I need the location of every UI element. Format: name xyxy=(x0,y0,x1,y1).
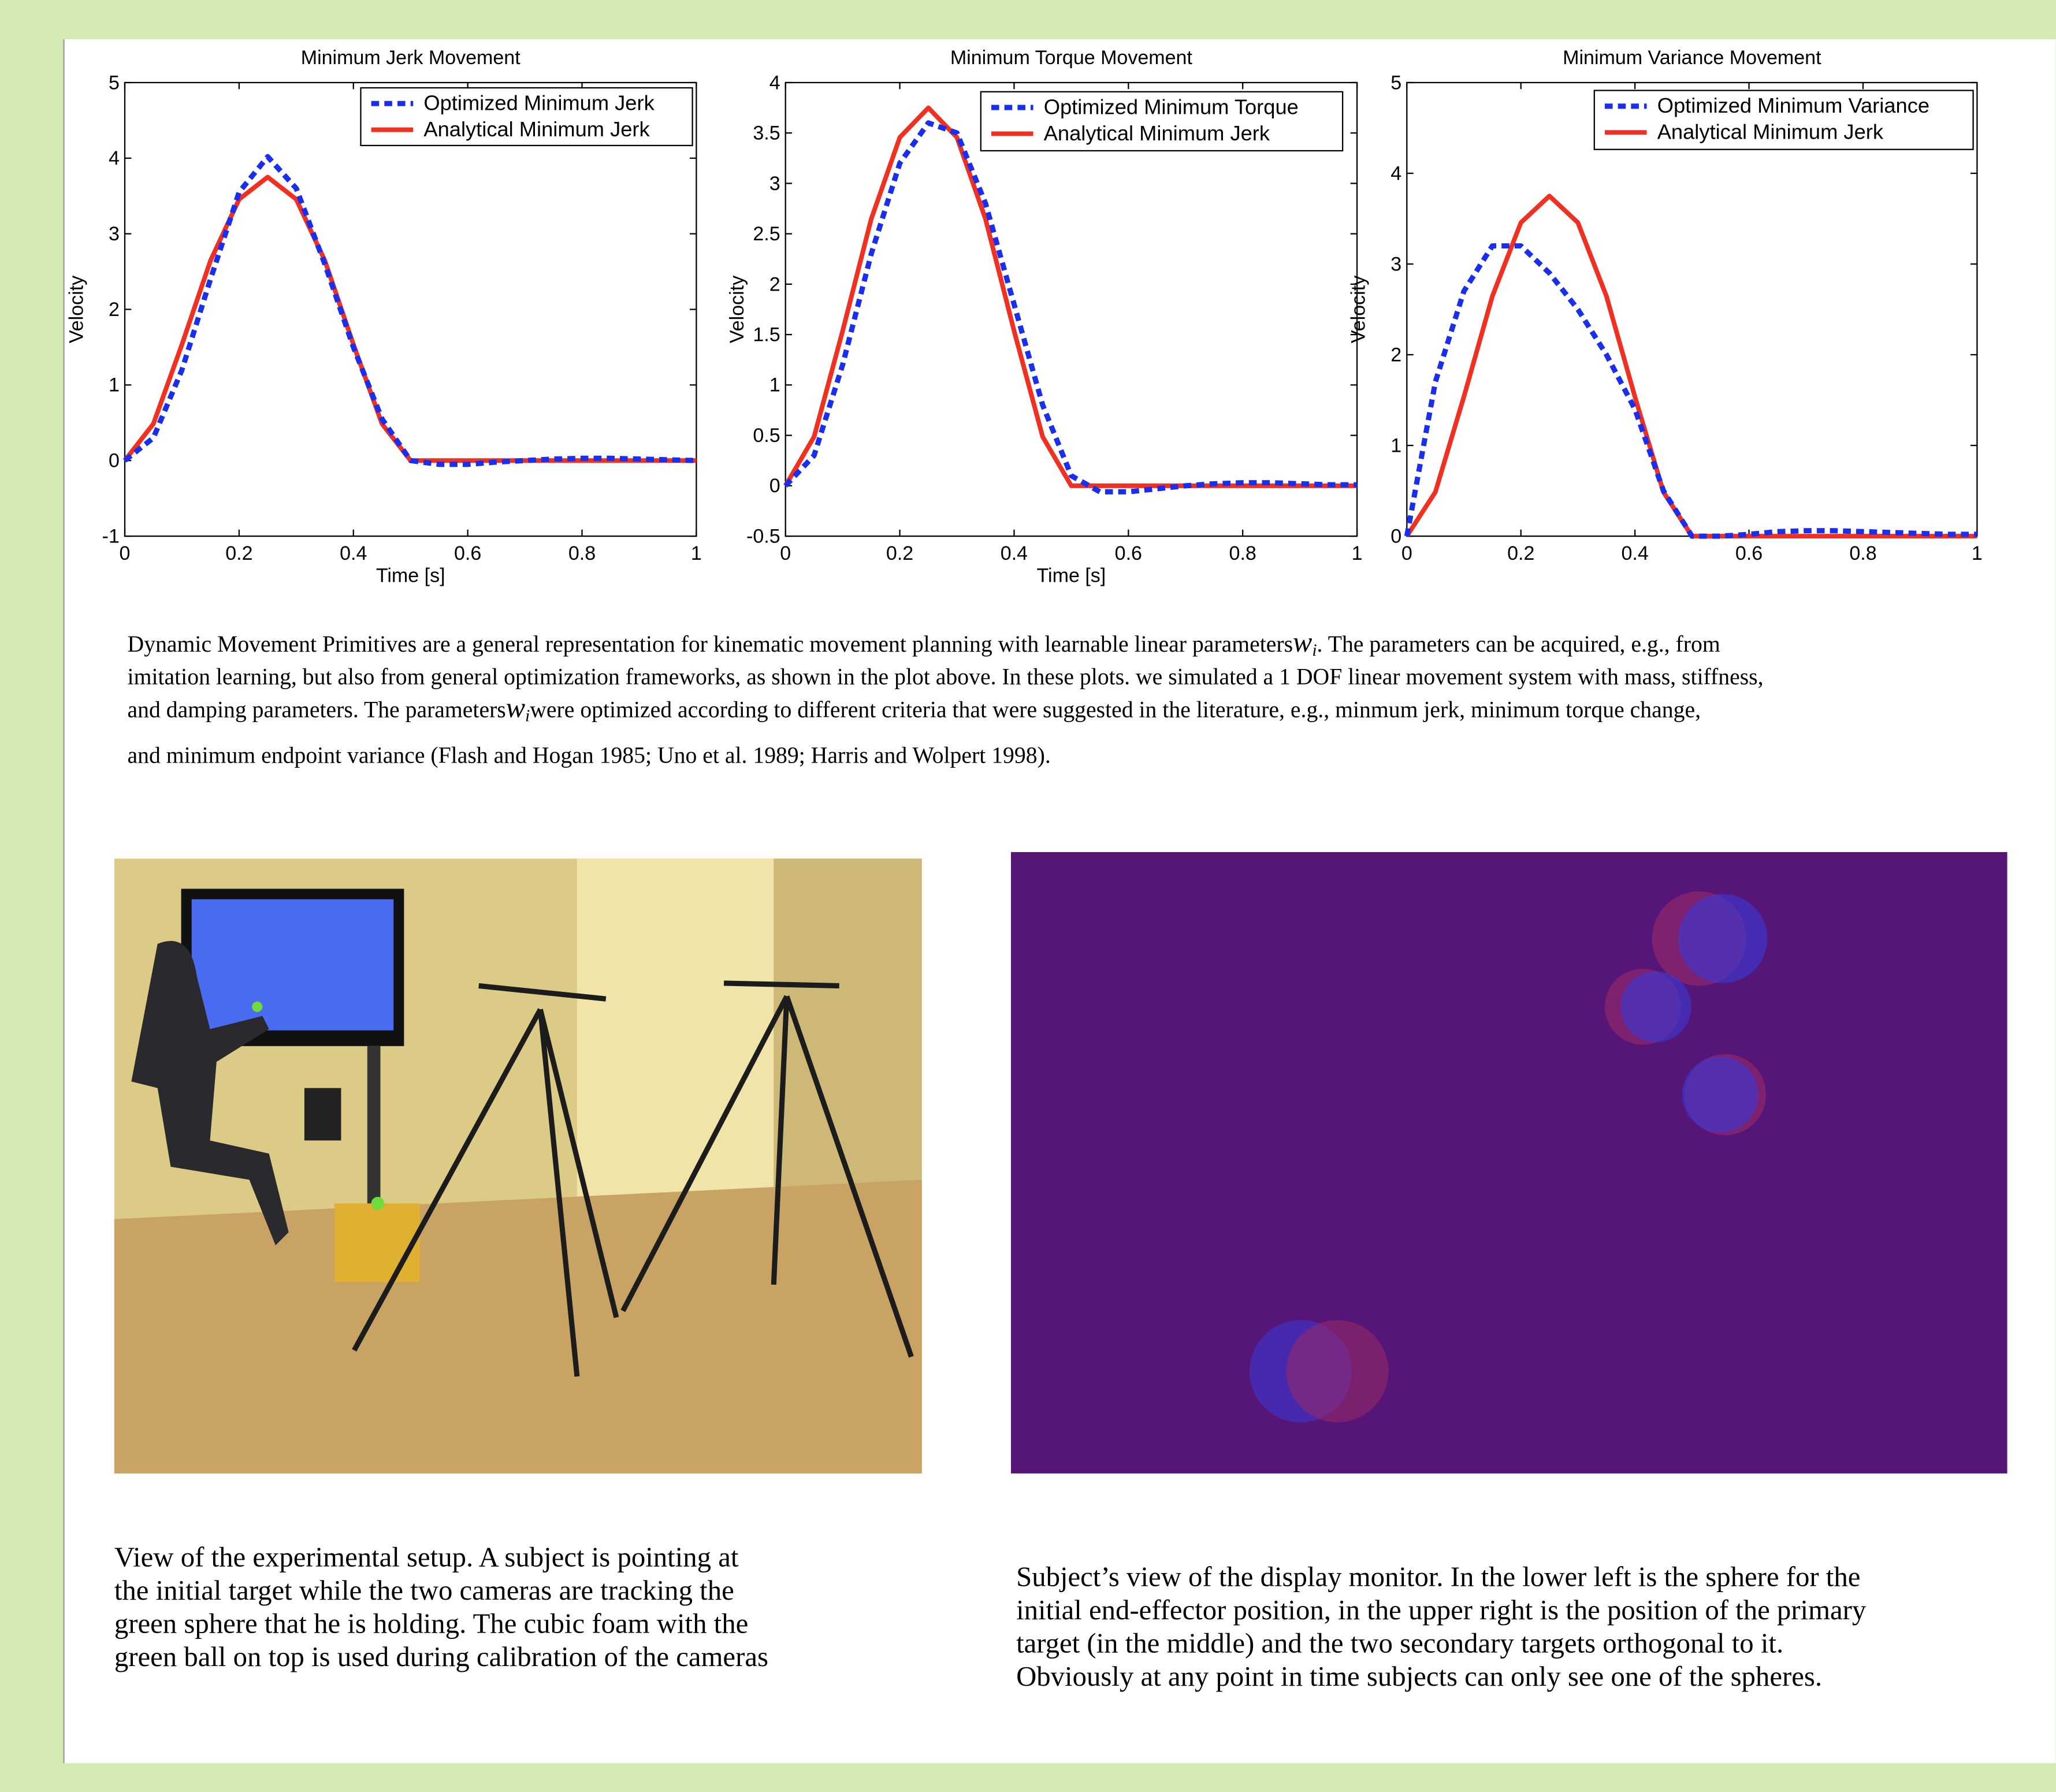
x-tick-label: 0.8 xyxy=(1849,542,1876,564)
x-tick-label: 1 xyxy=(1352,542,1363,564)
paragraph-text: and damping parameters. The parameters xyxy=(128,697,506,722)
x-tick-label: 0.8 xyxy=(1229,542,1256,564)
y-axis-label: Velocity xyxy=(1348,276,1370,343)
x-tick-label: 1 xyxy=(1972,542,1983,564)
x-tick-label: 0.6 xyxy=(1735,542,1763,564)
x-tick-label: 0.2 xyxy=(1507,542,1534,564)
x-tick-label: 0 xyxy=(120,542,131,564)
legend-label: Optimized Minimum Jerk xyxy=(423,91,655,115)
caption-line: the initial target while the two cameras… xyxy=(114,1575,734,1606)
y-tick-label: 2 xyxy=(1391,344,1401,366)
y-tick-label: 2 xyxy=(109,299,120,321)
chart: 0 1 2 3 4 5 0 0.2 0.4 0.6 0.8 1 Minimum Variance Mov… xyxy=(1348,47,1983,564)
y-tick-label: 1 xyxy=(1391,434,1401,456)
caption-line: Subject’s view of the display monitor. I… xyxy=(1016,1562,1860,1593)
x-tick-label: 0.2 xyxy=(886,542,913,564)
y-tick-label: 4 xyxy=(769,72,780,94)
caption-line: green sphere that he is holding. The cub… xyxy=(114,1608,748,1639)
x-tick-label: 0.4 xyxy=(1001,542,1028,564)
paragraph-text: and minimum endpoint variance (Flash and… xyxy=(128,743,1051,768)
legend-label: Analytical Minimum Jerk xyxy=(1657,120,1884,144)
y-tick-label: 2 xyxy=(769,273,780,295)
x-tick-label: 0.4 xyxy=(340,542,367,564)
photo-setup xyxy=(114,858,922,1473)
y-tick-label: 3 xyxy=(1391,253,1401,275)
chart-title: Minimum Torque Movement xyxy=(950,47,1193,69)
y-tick-label: 0 xyxy=(1391,525,1401,547)
y-tick-label: 4 xyxy=(1391,162,1401,184)
y-tick-label: 4 xyxy=(109,147,120,169)
y-tick-label: 3.5 xyxy=(753,122,780,144)
legend-label: Analytical Minimum Jerk xyxy=(1044,121,1270,145)
x-tick-label: 0.6 xyxy=(454,542,481,564)
x-tick-label: 0.2 xyxy=(225,542,252,564)
x-tick-label: 1 xyxy=(691,542,702,564)
x-tick-label: 0 xyxy=(1401,542,1412,564)
y-axis-label: Velocity xyxy=(65,276,87,343)
y-tick-label: 1 xyxy=(109,374,120,396)
poster: -101234500.20.40.60.81Minimum Jerk Movem… xyxy=(0,0,2056,1792)
paragraph-text: Dynamic Movement Primitives are a genera… xyxy=(128,631,1293,657)
caption-line: Obviously at any point in time subjects … xyxy=(1016,1661,1822,1692)
caption-line: target (in the middle) and the two secon… xyxy=(1016,1628,1783,1659)
x-axis-label: Time [s] xyxy=(1037,565,1106,587)
y-tick-label: 0 xyxy=(109,450,120,472)
paragraph-text: i xyxy=(1312,641,1317,660)
photo-display xyxy=(1011,852,2007,1474)
paragraph-text: imitation learning, but also from genera… xyxy=(128,664,1764,690)
paragraph-text: . The parameters can be acquired, e.g., … xyxy=(1317,631,1720,657)
x-tick-label: 0 xyxy=(780,542,791,564)
caption-line: View of the experimental setup. A subjec… xyxy=(114,1542,739,1573)
paragraph-line: Dynamic Movement Primitives are a genera… xyxy=(128,626,1720,660)
y-tick-label: 0 xyxy=(769,475,780,497)
y-tick-label: 3 xyxy=(109,223,120,245)
paragraph-line: and minimum endpoint variance (Flash and… xyxy=(128,743,1051,768)
paragraph-text: i xyxy=(525,707,530,725)
y-tick-label: 2.5 xyxy=(753,223,780,245)
legend-label: Analytical Minimum Jerk xyxy=(423,117,650,141)
y-tick-label: 5 xyxy=(1391,72,1401,94)
y-tick-label: 1 xyxy=(769,374,780,396)
x-axis-label: Time [s] xyxy=(376,565,445,587)
page: -101234500.20.40.60.81Minimum Jerk Movem… xyxy=(0,0,2056,1792)
plot-area xyxy=(1407,83,1977,536)
paragraph-text: w xyxy=(506,691,525,723)
paragraph-line: imitation learning, but also from genera… xyxy=(128,664,1764,690)
y-tick-label: -1 xyxy=(102,525,120,547)
y-tick-label: 5 xyxy=(109,72,120,94)
chart-title: Minimum Variance Movement xyxy=(1563,47,1821,69)
paragraph-text: were optimized according to different cr… xyxy=(530,697,1701,722)
plot-area xyxy=(125,83,696,536)
legend-label: Optimized Minimum Variance xyxy=(1657,94,1929,117)
x-tick-label: 0.8 xyxy=(568,542,596,564)
x-tick-label: 0.6 xyxy=(1115,542,1142,564)
caption-line: initial end-effector position, in the up… xyxy=(1016,1594,1867,1626)
caption-line: green ball on top is used during calibra… xyxy=(114,1641,768,1672)
y-tick-label: 0.5 xyxy=(753,425,780,447)
y-tick-label: 1.5 xyxy=(753,324,780,345)
chart-title: Minimum Jerk Movement xyxy=(301,47,520,69)
y-tick-label: 3 xyxy=(769,173,780,195)
paragraph-line: and damping parameters. The parameterswi… xyxy=(128,691,1701,725)
y-tick-label: -0.5 xyxy=(746,525,780,547)
x-tick-label: 0.4 xyxy=(1621,542,1648,564)
y-axis-label: Velocity xyxy=(726,276,748,343)
paragraph-text: w xyxy=(1293,626,1312,658)
legend-label: Optimized Minimum Torque xyxy=(1044,95,1299,118)
